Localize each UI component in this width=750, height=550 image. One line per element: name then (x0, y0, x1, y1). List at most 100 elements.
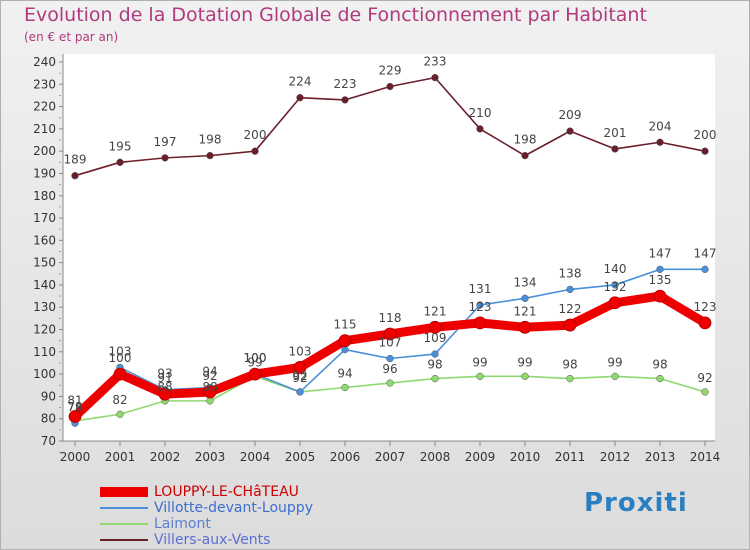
data-point (566, 374, 574, 383)
data-point (701, 265, 709, 273)
data-label: 92 (202, 369, 217, 383)
x-tick-label: 2007 (375, 450, 406, 464)
data-point (656, 374, 664, 383)
data-point (248, 367, 262, 381)
legend-label: Villers-aux-Vents (154, 532, 271, 548)
legend-label: LOUPPY-LE-CHâTEAU (154, 484, 299, 500)
data-point (428, 320, 442, 334)
data-point (611, 145, 619, 153)
data-point (386, 354, 394, 363)
data-label: 92 (697, 371, 712, 385)
x-tick-label: 2011 (555, 450, 586, 464)
data-point (611, 372, 619, 380)
data-label: 134 (514, 275, 537, 289)
series-0 (68, 289, 712, 423)
data-point (206, 151, 214, 160)
y-tick-label: 160 (33, 233, 56, 247)
legend-swatch (100, 523, 148, 525)
data-label: 147 (694, 246, 717, 260)
data-point (473, 316, 487, 330)
data-point (653, 289, 667, 303)
data-label: 103 (289, 344, 312, 358)
data-point (158, 387, 172, 401)
y-tick-label: 110 (33, 345, 56, 359)
data-label: 79 (67, 400, 82, 414)
y-tick-label: 210 (33, 122, 56, 136)
data-point (476, 125, 484, 133)
data-label: 100 (244, 351, 267, 365)
data-label: 138 (559, 266, 582, 280)
data-label: 189 (64, 153, 87, 167)
data-label: 96 (382, 362, 397, 376)
data-point (656, 265, 664, 273)
data-point (296, 388, 304, 396)
data-label: 92 (292, 371, 307, 385)
data-label: 91 (157, 371, 172, 385)
chart-subtitle: (en € et par an) (24, 30, 119, 44)
data-point (521, 151, 529, 160)
data-label: 99 (607, 355, 622, 369)
data-label: 99 (517, 355, 532, 369)
data-label: 88 (202, 380, 217, 394)
data-labels: 189 195 197 198 200 224 223 229 233 210 198 209 201 2… (64, 55, 717, 415)
y-tick-label: 100 (33, 367, 56, 381)
data-point (251, 147, 259, 155)
y-tick-label: 190 (33, 166, 56, 180)
data-point (71, 172, 79, 180)
y-tick-label: 130 (33, 300, 56, 314)
legend-swatch (100, 539, 148, 541)
data-label: 200 (244, 128, 267, 142)
data-label: 100 (244, 351, 267, 365)
data-point (296, 94, 304, 102)
y-tick-label: 170 (33, 211, 56, 225)
x-tick-label: 2012 (600, 450, 631, 464)
data-point (431, 350, 439, 358)
data-label: 94 (337, 366, 352, 380)
data-label: 140 (604, 262, 627, 276)
data-label: 195 (109, 139, 132, 153)
data-label: 131 (469, 282, 492, 296)
x-tick-label: 2009 (465, 450, 496, 464)
data-point (521, 294, 529, 302)
data-point (611, 281, 619, 289)
x-tick-label: 2006 (330, 450, 361, 464)
series-3 (71, 73, 709, 180)
data-label: 99 (472, 355, 487, 369)
data-label: 115 (334, 318, 357, 332)
data-point (386, 82, 394, 91)
data-label: 98 (562, 358, 577, 372)
data-label: 98 (652, 358, 667, 372)
series-layer (68, 73, 712, 427)
data-label: 123 (694, 300, 717, 314)
data-label: 121 (424, 304, 447, 318)
data-point (476, 372, 484, 380)
x-tick-label: 2000 (60, 450, 91, 464)
chart-axes: 7080901001101201301401501601701801902002… (33, 54, 720, 464)
data-label: 135 (649, 273, 672, 287)
y-tick-label: 180 (33, 189, 56, 203)
data-label: 198 (199, 133, 222, 147)
data-label: 109 (424, 331, 447, 345)
data-label: 81 (67, 393, 82, 407)
data-label: 123 (469, 300, 492, 314)
data-label: 201 (604, 126, 627, 140)
x-tick-label: 2001 (105, 450, 136, 464)
data-label: 229 (379, 64, 402, 78)
data-point (518, 320, 532, 334)
y-tick-label: 150 (33, 256, 56, 270)
data-point (206, 397, 214, 405)
data-label: 99 (247, 355, 262, 369)
data-label: 224 (289, 75, 312, 89)
data-point (383, 327, 397, 341)
legend-label: Villotte-devant-Louppy (154, 500, 313, 516)
data-point (701, 388, 709, 396)
data-point (203, 385, 217, 399)
data-point (338, 334, 352, 348)
data-point (563, 318, 577, 332)
data-point (431, 374, 439, 383)
x-tick-label: 2005 (285, 450, 316, 464)
data-label: 197 (154, 135, 177, 149)
data-label: 223 (334, 77, 357, 91)
x-tick-label: 2002 (150, 450, 181, 464)
